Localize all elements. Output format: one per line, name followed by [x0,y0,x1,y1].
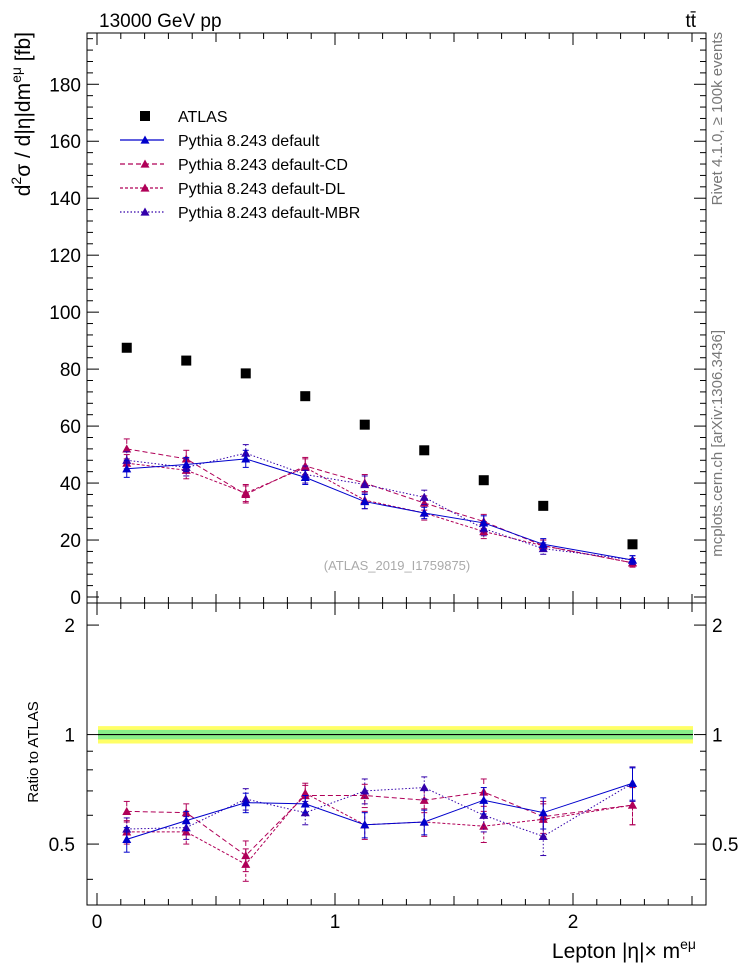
ratio-xtick-label: 2 [568,912,579,933]
main-ytick-label: 160 [49,132,81,153]
pythia-8-243-default-point [122,834,132,844]
ratio-uncertainty-band [98,726,693,744]
pythia-8-243-default-point [360,820,370,829]
legend-marker [140,183,150,192]
pythia-8-243-default-point [479,795,489,804]
pythia-8-243-default-cd-point [122,444,132,453]
legend-label: Pythia 8.243 default-MBR [178,205,360,222]
ylabel-sup-emu: eμ [8,67,24,83]
source-label: mcplots.cern.ch [arXiv:1306.3436] [709,330,726,557]
atlas-point [478,475,489,486]
pythia-8-243-default-point [300,472,310,481]
ratio-axis-ticks: 0.5 0.5 1 1 2 2 0 1 2 [49,603,738,933]
pythia-8-243-default-mbr-line [126,452,633,561]
pythia-8-243-default-mbr-point [538,831,548,840]
ratio-ytick-label: 2 [64,616,75,637]
main-ylabel: d2σ / d|η|dmeμ [fb] [8,32,35,196]
pythia-8-243-default-point [419,817,429,826]
pythia-8-243-default-mbr-point [360,786,370,795]
pythia-8-243-default-dl-point [241,488,251,497]
ratio-xtick-label: 1 [330,912,341,933]
pythia-8-243-default-mbr-point [479,810,489,819]
pythia-8-243-default-point [122,464,132,473]
pythia-8-243-default-point [538,808,548,817]
ratio-ytick-label-right: 1 [712,726,723,747]
xlabel-body: Lepton |η|× m [552,940,680,963]
atlas-point [181,355,192,366]
ylabel-sup-2: 2 [8,177,24,185]
main-axis-ticks: 0 20 40 60 80 100 120 140 160 180 [49,33,706,609]
atlas-point [300,391,311,402]
pythia-8-243-default-cd-point [122,806,132,815]
atlas-point [627,539,638,550]
pythia-8-243-default-point [300,799,310,808]
legend-marker [140,207,150,216]
main-ytick-label: 20 [60,531,81,552]
pythia-8-243-default-point [628,778,637,787]
atlas-point [359,419,370,430]
legend-marker [140,159,150,168]
main-ytick-label: 0 [70,588,81,609]
main-ytick-label: 180 [49,75,81,96]
ratio-ytick-label: 1 [64,726,75,747]
energy-label: 13000 GeV pp [99,11,222,32]
main-ytick-label: 100 [49,303,81,324]
main-series [121,342,638,568]
pythia-8-243-default-point [241,798,251,807]
ratio-xtick-label: 0 [92,912,103,933]
legend-atlas-marker [140,111,150,121]
atlas-point [240,368,251,379]
ylabel-unit: [fb] [12,32,35,67]
pythia-8-243-default-point [360,497,370,506]
pythia-8-243-default-point [538,539,548,548]
main-ytick-label: 80 [60,360,81,381]
pythia-8-243-default-dl-point [628,800,637,809]
legend-label: Pythia 8.243 default-CD [178,157,348,174]
legend-label: Pythia 8.243 default-DL [178,181,345,198]
main-ytick-label: 40 [60,474,81,495]
pythia-8-243-default-point [479,518,489,527]
xlabel: Lepton |η|× meμ [552,936,696,963]
main-ytick-label: 60 [60,417,81,438]
pythia-8-243-default-mbr-point [419,492,429,501]
legend-marker [140,135,150,144]
legend-label: Pythia 8.243 default [178,133,320,150]
pythia-8-243-default-cd-line [126,448,633,564]
pythia-8-243-default-mbr-point [360,479,370,489]
pythia-8-243-default-point [419,508,429,517]
atlas-point [121,342,132,353]
pythia-8-243-default-cd-point [360,791,370,800]
pythia-8-243-default-mbr-point [419,783,429,792]
pythia-8-243-default-dl-point [241,859,251,868]
pythia-8-243-default-point [181,816,191,825]
ratio-series [122,766,637,882]
pythia-8-243-default-point [628,555,637,564]
ratio-ytick-label-right: 2 [712,616,723,637]
legend-label: ATLAS [178,109,228,126]
ylabel-body: σ / d|η|dm [12,83,35,177]
ratio-frame [86,602,707,906]
pythia-8-243-default-point [241,454,251,463]
rivet-label: Rivet 4.1.0, ≥ 100k events [709,32,726,205]
pythia-8-243-default-mbr-line [126,782,633,837]
main-ytick-label: 140 [49,189,81,210]
process-label: tt̄ [685,11,696,32]
ratio-ytick-label-right: 0.5 [712,835,738,856]
xlabel-sup: eμ [680,936,696,952]
pythia-8-243-default-dl-line [126,792,633,865]
ylabel-d: d [12,185,35,197]
main-ytick-label: 120 [49,246,81,267]
pythia-8-243-default-cd-point [419,795,429,804]
atlas-point [419,445,430,456]
ratio-ytick-label: 0.5 [49,835,75,856]
analysis-watermark: (ATLAS_2019_I1759875) [324,558,470,573]
pythia-8-243-default-line [126,782,633,840]
ratio-ylabel: Ratio to ATLAS [25,701,42,802]
atlas-point [538,500,549,511]
pythia-8-243-default-line [126,458,633,561]
pythia-8-243-default-dl-point [300,788,310,797]
pythia-8-243-default-point [181,460,191,469]
legend: ATLAS Pythia 8.243 default Pythia 8.243 de… [120,109,360,222]
